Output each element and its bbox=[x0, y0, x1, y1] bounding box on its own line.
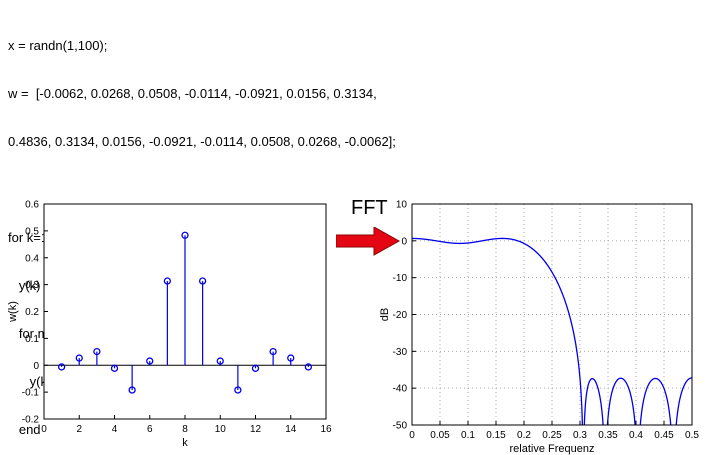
svg-text:0.3: 0.3 bbox=[25, 280, 39, 291]
svg-text:0.45: 0.45 bbox=[654, 430, 674, 441]
code-line: w = [-0.0062, 0.0268, 0.0508, -0.0114, -… bbox=[8, 86, 377, 101]
svg-text:-10: -10 bbox=[393, 273, 408, 284]
svg-text:2: 2 bbox=[76, 424, 82, 435]
svg-text:0.4: 0.4 bbox=[629, 430, 643, 441]
stem-marker bbox=[251, 364, 260, 372]
svg-text:10: 10 bbox=[396, 200, 408, 211]
freq-plot-svg: 0 0.05 0.1 0.15 0.2 0.25 0.3 0.35 0.4 0.45 0.5 -50 -… bbox=[379, 200, 700, 455]
stem-series bbox=[44, 231, 326, 394]
svg-text:-50: -50 bbox=[393, 421, 408, 432]
svg-text:-0.2: -0.2 bbox=[22, 415, 40, 426]
svg-text:0.1: 0.1 bbox=[461, 430, 475, 441]
y-axis-label: w(k) bbox=[7, 301, 19, 323]
arrow-shape bbox=[336, 227, 400, 256]
tick-labels: 0 0.05 0.1 0.15 0.2 0.25 0.3 0.35 0.4 0.45 0.5 -50 -… bbox=[393, 200, 700, 442]
stem-marker bbox=[110, 364, 119, 372]
code-line: 0.4836, 0.3134, 0.0156, -0.0921, -0.0114… bbox=[8, 134, 396, 149]
svg-text:0.35: 0.35 bbox=[598, 430, 618, 441]
stem-marker bbox=[287, 354, 295, 362]
stem-marker bbox=[163, 277, 172, 285]
stem-chart: 0 2 4 6 8 10 12 14 16 -0.2 -0.1 0 0.1 0.2 0.3 0.4 0.5 0.6… bbox=[6, 192, 338, 455]
svg-text:0.25: 0.25 bbox=[542, 430, 562, 441]
stem-marker bbox=[234, 386, 242, 394]
svg-text:0.5: 0.5 bbox=[685, 430, 699, 441]
stem-marker bbox=[269, 347, 277, 356]
svg-text:-0.1: -0.1 bbox=[22, 388, 40, 399]
stem-marker bbox=[181, 231, 189, 239]
svg-text:-30: -30 bbox=[393, 347, 408, 358]
stem-plot-svg: 0 2 4 6 8 10 12 14 16 -0.2 -0.1 0 0.1 0.2 0.3 0.4 0.5 0.6… bbox=[7, 200, 332, 450]
svg-text:12: 12 bbox=[250, 424, 262, 435]
stem-marker bbox=[75, 354, 83, 362]
stem-marker bbox=[128, 386, 136, 394]
svg-text:0.5: 0.5 bbox=[25, 226, 39, 237]
svg-text:4: 4 bbox=[112, 424, 118, 435]
svg-text:0.2: 0.2 bbox=[517, 430, 531, 441]
fft-label: FFT bbox=[351, 197, 388, 219]
svg-text:0.1: 0.1 bbox=[25, 334, 39, 345]
freq-response-chart: 0 0.05 0.1 0.15 0.2 0.25 0.3 0.35 0.4 0.45 0.5 -50 -… bbox=[379, 192, 720, 455]
svg-text:0.15: 0.15 bbox=[486, 430, 506, 441]
svg-text:16: 16 bbox=[320, 424, 332, 435]
svg-text:0: 0 bbox=[409, 430, 415, 441]
svg-text:14: 14 bbox=[285, 424, 297, 435]
x-axis-label: k bbox=[182, 437, 188, 449]
svg-text:10: 10 bbox=[215, 424, 227, 435]
fft-arrow-icon bbox=[336, 227, 400, 256]
code-line: end bbox=[8, 422, 41, 437]
stem-marker bbox=[93, 347, 101, 356]
tick-labels: 0 2 4 6 8 10 12 14 16 -0.2 -0.1 0 0.1 0.2 0.3 0.4 0.5 0.6 bbox=[22, 200, 332, 436]
y-axis-label: dB bbox=[380, 308, 391, 321]
svg-text:0: 0 bbox=[41, 424, 47, 435]
stem-marker bbox=[57, 363, 66, 371]
svg-text:-40: -40 bbox=[393, 384, 408, 395]
svg-text:0: 0 bbox=[33, 361, 39, 372]
stem-marker bbox=[146, 357, 154, 365]
svg-text:0.05: 0.05 bbox=[430, 430, 450, 441]
stem-marker bbox=[216, 357, 224, 365]
svg-text:0.3: 0.3 bbox=[573, 430, 587, 441]
x-axis-label: relative Frequenz bbox=[510, 443, 595, 455]
svg-text:8: 8 bbox=[182, 424, 188, 435]
svg-text:0.6: 0.6 bbox=[25, 200, 39, 211]
svg-text:0: 0 bbox=[401, 236, 407, 247]
svg-text:6: 6 bbox=[147, 424, 153, 435]
svg-text:0.2: 0.2 bbox=[25, 307, 39, 318]
code-line: x = randn(1,100); bbox=[8, 38, 108, 53]
svg-text:0.4: 0.4 bbox=[25, 253, 39, 264]
svg-text:-20: -20 bbox=[393, 310, 408, 321]
response-curve bbox=[412, 237, 692, 425]
stem-marker bbox=[198, 277, 207, 285]
stem-marker bbox=[304, 363, 313, 371]
